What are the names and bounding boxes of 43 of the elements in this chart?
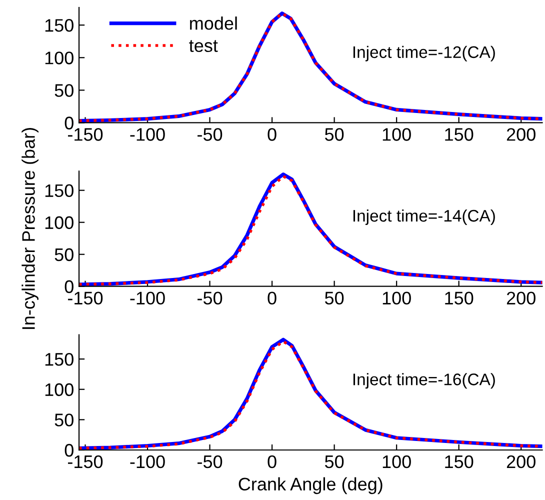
x-tick-label: 0 [268, 292, 276, 304]
x-tick-label: -150 [68, 128, 103, 141]
x-tick-label: 150 [445, 128, 474, 141]
x-tick-label: -150 [68, 292, 103, 304]
y-tick-label: 100 [45, 383, 74, 396]
y-tick-label: 0 [64, 444, 74, 457]
x-tick-label: 0 [268, 455, 276, 468]
x-tick-label: 100 [382, 128, 411, 141]
y-tick-label: 0 [64, 116, 74, 130]
y-tick-label: 150 [45, 184, 74, 198]
x-tick-label: -100 [130, 128, 165, 141]
x-tick-label: 50 [324, 455, 344, 468]
y-tick-label: 50 [54, 414, 74, 426]
y-axis-title: In-cylinder Pressure (bar) [22, 128, 38, 329]
annotation: Inject time=-14(CA) [353, 209, 495, 225]
x-tick-label: 50 [324, 292, 344, 304]
x-tick-label: 200 [506, 292, 536, 304]
x-tick-label: 150 [445, 292, 474, 304]
x-tick-label: -150 [68, 455, 103, 468]
x-tick-label: 200 [506, 128, 536, 141]
y-tick-label: 100 [45, 52, 74, 64]
legend-label: model [190, 16, 237, 30]
x-tick-label: -50 [198, 455, 222, 468]
x-tick-label: 150 [445, 455, 474, 468]
y-tick-label: 0 [64, 280, 74, 294]
y-tick-label: 50 [54, 84, 74, 97]
x-tick-label: -50 [198, 128, 222, 141]
x-tick-label: 100 [382, 292, 411, 304]
y-tick-label: 50 [54, 248, 74, 262]
x-tick-label: 50 [324, 128, 344, 141]
annotation: Inject time=-12(CA) [353, 46, 495, 62]
annotation: Inject time=-16(CA) [353, 373, 495, 389]
x-tick-label: -100 [130, 292, 165, 304]
x-tick-label: 200 [506, 455, 536, 468]
x-tick-label: -50 [198, 292, 222, 304]
legend-label: test [189, 40, 218, 52]
x-tick-label: 0 [268, 128, 276, 141]
x-axis-title: Crank Angle (deg) [238, 477, 382, 494]
x-tick-label: 100 [382, 455, 411, 468]
y-tick-label: 100 [45, 216, 74, 230]
x-tick-label: -100 [130, 455, 165, 468]
y-tick-label: 150 [45, 19, 74, 32]
y-tick-label: 150 [45, 352, 74, 366]
